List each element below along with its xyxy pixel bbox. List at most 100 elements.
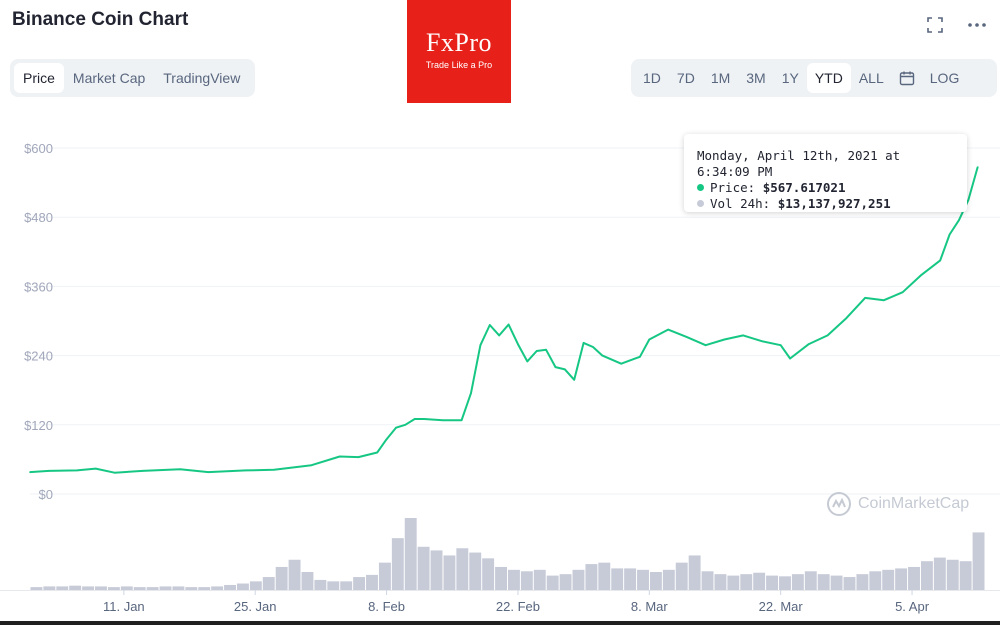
price-point [958, 219, 960, 221]
volume-bar [843, 577, 856, 590]
volume-bar [95, 586, 107, 590]
range-1d[interactable]: 1D [643, 70, 661, 86]
volume-bar [701, 571, 714, 590]
volume-bar [378, 562, 391, 590]
volume-dot-icon [697, 200, 704, 207]
price-point [582, 342, 585, 344]
tab-price[interactable]: Price [14, 63, 64, 93]
price-point [920, 274, 923, 276]
volume-bar [249, 581, 262, 590]
volume-bar [43, 586, 56, 590]
volume-bar [559, 574, 572, 590]
price-point [498, 334, 500, 337]
volume-bar [533, 569, 546, 590]
volume-bar [430, 550, 443, 590]
price-point [338, 455, 341, 458]
log-toggle[interactable]: LOG [929, 70, 960, 86]
volume-bar [508, 569, 520, 590]
volume-bar [869, 571, 882, 590]
watermark-text: CoinMarketCap [858, 495, 970, 512]
volume-bar [624, 568, 637, 590]
tooltip-vol-label: Vol 24h: [710, 196, 771, 211]
volume-bar [198, 587, 211, 590]
volume-bar [288, 559, 301, 590]
volume-bar [585, 564, 598, 590]
price-point [667, 328, 669, 331]
y-tick-label: $360 [24, 279, 53, 294]
volume-bar [56, 586, 69, 590]
volume-bar [882, 569, 895, 590]
price-point [845, 317, 848, 319]
price-point [939, 259, 942, 262]
range-all[interactable]: ALL [858, 70, 884, 86]
more-icon[interactable] [968, 16, 986, 34]
price-point [113, 471, 116, 474]
price-point [648, 338, 651, 341]
range-7d[interactable]: 7D [676, 70, 695, 86]
x-tick-label: 8. Mar [631, 599, 669, 614]
price-point [413, 418, 416, 420]
price-point [404, 424, 407, 426]
price-point [686, 336, 688, 338]
range-ytd[interactable]: YTD [806, 63, 851, 93]
x-tick-label: 25. Jan [234, 599, 277, 614]
volume-bar [920, 561, 933, 590]
volume-bar [469, 552, 482, 590]
tooltip-vol-value: $13,137,927,251 [777, 196, 891, 211]
volume-bar [30, 587, 43, 590]
volume-bar [366, 574, 378, 590]
price-point [573, 379, 576, 381]
y-tick-label: $600 [24, 141, 53, 156]
price-point [967, 199, 970, 201]
volume-bar [972, 532, 985, 590]
chart-title: Binance Coin Chart [12, 9, 189, 30]
ad-banner[interactable]: FxPro Trade Like a Pro [407, 0, 511, 103]
price-point [554, 366, 557, 368]
volume-bar [327, 581, 340, 590]
volume-bar [791, 574, 804, 590]
volume-bar [946, 559, 959, 590]
price-point [864, 297, 866, 299]
tooltip-date: Monday, April 12th, 2021 at 6:34:09 PM [697, 148, 901, 179]
calendar-icon[interactable] [892, 63, 922, 93]
tab-tradingview[interactable]: TradingView [163, 70, 241, 86]
x-tick-label: 5. Apr [895, 599, 930, 614]
price-line [29, 166, 979, 474]
volume-bar [895, 568, 908, 590]
range-1m[interactable]: 1M [710, 70, 731, 86]
volume-bar [804, 571, 817, 590]
tooltip-price-row: Price: $567.617021 [697, 180, 954, 196]
volume-bar [611, 568, 624, 590]
volume-bar [404, 518, 417, 590]
tooltip-price-label: Price: [710, 180, 756, 195]
price-point [948, 233, 951, 236]
price-point [423, 418, 425, 420]
volume-bar [727, 575, 740, 590]
price-point [601, 354, 604, 357]
ad-tagline: Trade Like a Pro [425, 60, 493, 70]
volume-bar [482, 558, 495, 590]
volume-bar [649, 572, 662, 590]
volume-bar [572, 569, 585, 590]
volume-bar [262, 577, 275, 590]
volume-bar [146, 587, 159, 590]
volume-bar [353, 577, 366, 590]
fullscreen-icon[interactable] [926, 16, 944, 34]
tab-market-cap[interactable]: Market Cap [72, 70, 146, 86]
price-point [470, 392, 472, 394]
price-point [357, 456, 360, 458]
range-1y[interactable]: 1Y [781, 70, 799, 86]
y-tick-label: $240 [24, 349, 53, 364]
price-dot-icon [697, 184, 704, 191]
volume-bars [0, 518, 1000, 591]
x-tick-label: 22. Feb [496, 599, 540, 614]
volume-bar [637, 569, 649, 590]
price-point [488, 324, 491, 326]
price-point [385, 438, 388, 441]
volume-bar [82, 586, 95, 590]
volume-bar [779, 576, 791, 590]
price-point [826, 334, 829, 337]
range-3m[interactable]: 3M [746, 70, 766, 86]
volume-bar [211, 586, 224, 590]
